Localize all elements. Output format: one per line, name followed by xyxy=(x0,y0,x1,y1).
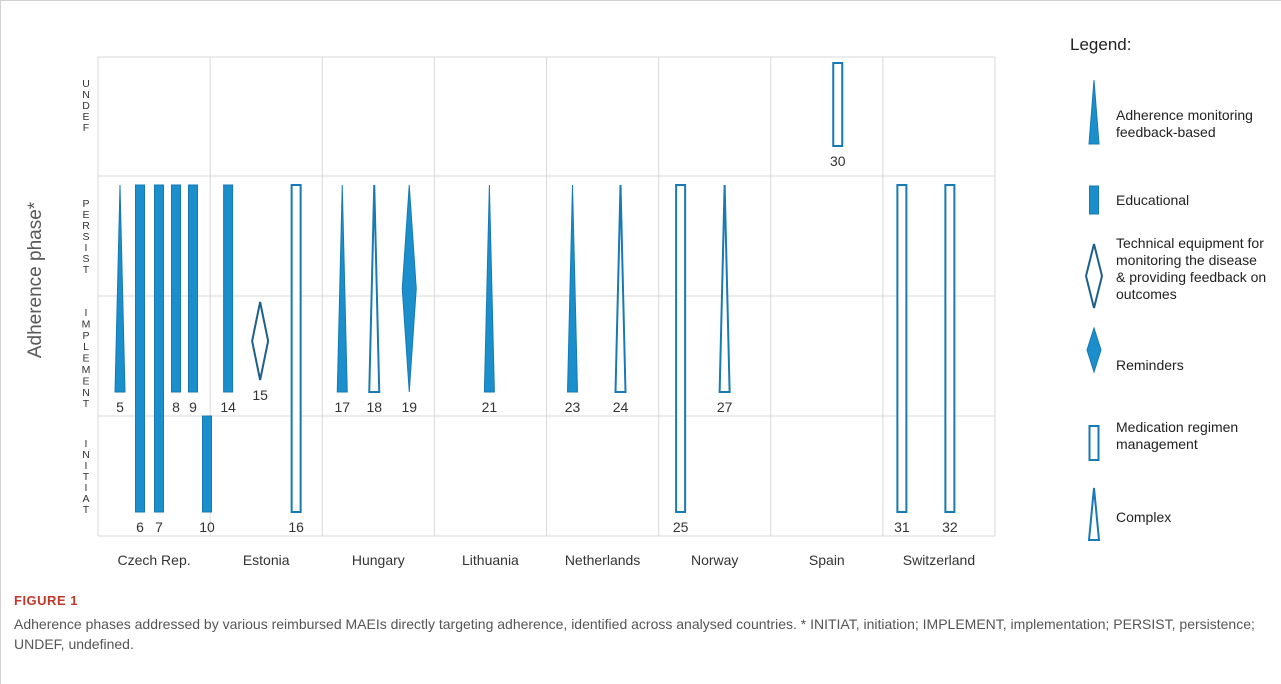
country-label-switzerland: Switzerland xyxy=(903,552,975,568)
marker-25 xyxy=(675,184,687,513)
legend-item-feedback: Adherence monitoring feedback-based xyxy=(1088,79,1253,145)
marker-30 xyxy=(832,62,844,147)
marker-31 xyxy=(896,184,908,513)
marker-label-31: 31 xyxy=(894,519,910,535)
legend-swatch-educational xyxy=(1089,185,1099,215)
country-label-spain: Spain xyxy=(809,552,845,568)
marker-23 xyxy=(566,184,579,393)
country-label-estonia: Estonia xyxy=(243,552,290,568)
legend-label-reminders: Reminders xyxy=(1116,357,1184,373)
y-axis-label: Adherence phase* xyxy=(25,201,46,358)
country-label-norway: Norway xyxy=(691,552,738,568)
marker-label-24: 24 xyxy=(613,399,629,415)
caption-text: Adherence phases addressed by various re… xyxy=(14,616,1255,652)
legend: Legend: Adherence monitoring feedback-bas… xyxy=(1070,35,1266,541)
marker-label-16: 16 xyxy=(288,519,304,535)
marker-5 xyxy=(114,184,126,393)
marker-8 xyxy=(171,184,181,393)
marker-18 xyxy=(368,184,381,393)
legend-item-educational: Educational xyxy=(1089,185,1189,215)
marker-label-21: 21 xyxy=(482,399,498,415)
marker-7 xyxy=(154,184,164,513)
country-labels: Czech Rep. Estonia Hungary Lithuania Netherl… xyxy=(117,552,975,568)
marker-label-17: 17 xyxy=(334,399,350,415)
marker-10 xyxy=(202,415,212,513)
top-border xyxy=(0,0,1281,1)
adherence-phase-chart: I N I T I A T I M P L E M E N T P E R S I S T U N D E F Czech Rep. E… xyxy=(25,35,1266,568)
figure-caption: FIGURE 1 Adherence phases addressed by v… xyxy=(14,593,1264,654)
marker-24 xyxy=(614,184,627,393)
grid xyxy=(97,56,996,537)
legend-item-reminders: Reminders xyxy=(1086,326,1184,374)
marker-label-32: 32 xyxy=(942,519,958,535)
marker-19 xyxy=(401,184,417,393)
legend-item-complex: Complex xyxy=(1087,487,1171,541)
legend-label-technical: Technical equipment for monitoring the di… xyxy=(1116,235,1266,302)
marker-label-25: 25 xyxy=(673,519,689,535)
marker-label-7: 7 xyxy=(155,519,163,535)
marker-17 xyxy=(336,184,348,393)
marker-label-15: 15 xyxy=(252,387,268,403)
marker-21 xyxy=(483,184,495,393)
marker-16 xyxy=(290,184,302,513)
country-label-czech-rep-: Czech Rep. xyxy=(117,552,190,568)
marker-15 xyxy=(251,301,270,381)
legend-swatch-technical xyxy=(1084,243,1104,309)
marker-27 xyxy=(718,184,731,393)
legend-label-feedback: Adherence monitoring feedback-based xyxy=(1116,107,1253,140)
marker-label-9: 9 xyxy=(189,399,197,415)
marker-label-14: 14 xyxy=(220,399,236,415)
country-label-netherlands: Netherlands xyxy=(565,552,641,568)
marker-label-23: 23 xyxy=(565,399,581,415)
marker-9 xyxy=(188,184,198,393)
legend-item-regimen: Medication regimen management xyxy=(1088,419,1238,461)
marker-label-30: 30 xyxy=(830,153,846,169)
marker-label-5: 5 xyxy=(116,399,124,415)
legend-label-educational: Educational xyxy=(1116,192,1189,208)
marker-label-19: 19 xyxy=(401,399,417,415)
marker-14 xyxy=(223,184,234,393)
legend-swatch-regimen xyxy=(1088,425,1100,461)
figure-label: FIGURE 1 xyxy=(14,593,78,608)
marker-32 xyxy=(944,184,956,513)
country-label-hungary: Hungary xyxy=(352,552,405,568)
marker-label-18: 18 xyxy=(366,399,382,415)
legend-swatch-complex xyxy=(1087,487,1101,541)
legend-label-regimen: Medication regimen management xyxy=(1116,419,1238,452)
legend-label-complex: Complex xyxy=(1116,509,1171,525)
marker-label-27: 27 xyxy=(717,399,733,415)
intervention-markers xyxy=(114,62,956,513)
intervention-id-labels: 5 6 7 8 9 10 14 15 16 17 18 19 21 23 24 25 27 30 31 32 xyxy=(116,153,958,535)
legend-item-technical: Technical equipment for monitoring the di… xyxy=(1084,235,1266,309)
legend-title: Legend: xyxy=(1070,35,1131,54)
left-border xyxy=(0,0,1,684)
legend-swatch-feedback xyxy=(1088,79,1100,145)
country-label-lithuania: Lithuania xyxy=(462,552,519,568)
legend-swatch-reminders xyxy=(1086,326,1102,374)
marker-label-8: 8 xyxy=(172,399,180,415)
phase-labels: I N I T I A T I M P L E M E N T P E R S I S T U N D E F xyxy=(82,78,91,516)
marker-6 xyxy=(135,184,145,513)
marker-label-10: 10 xyxy=(199,519,215,535)
marker-label-6: 6 xyxy=(136,519,144,535)
